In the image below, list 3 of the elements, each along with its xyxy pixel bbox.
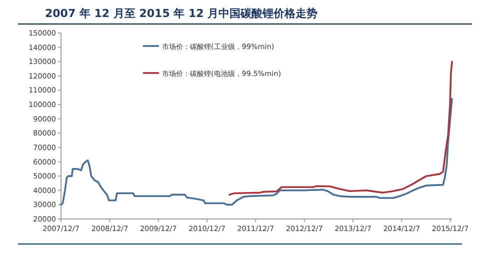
chart-title: 2007 年 12 月至 2015 年 12 月中国碳酸锂价格走势 — [45, 7, 318, 20]
line-series — [60, 98, 453, 206]
line-series — [228, 60, 453, 196]
